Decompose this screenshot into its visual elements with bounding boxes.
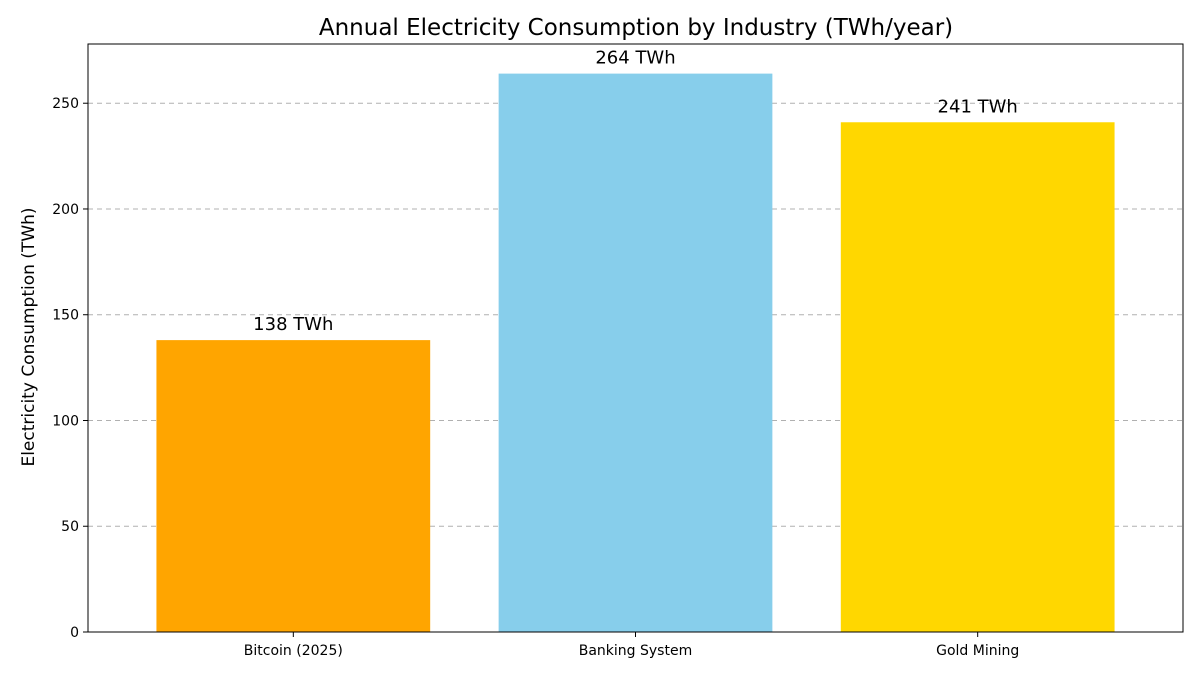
y-axis-ticks: 0 50 100 150 200 250 [52,96,88,641]
y-tick-label: 50 [61,519,79,535]
y-tick-label: 200 [52,202,79,218]
x-axis-ticks: Bitcoin (2025) Banking System Gold Mining [244,632,1019,659]
x-tick-label: Banking System [579,643,692,659]
y-tick-label: 0 [70,625,79,641]
data-labels: 138 TWh 264 TWh 241 TWh [253,48,1018,336]
data-label: 264 TWh [595,48,675,69]
y-tick-label: 150 [52,308,79,324]
x-tick-label: Bitcoin (2025) [244,643,343,659]
bars [156,73,1115,632]
bar [840,122,1115,632]
bar [498,73,773,632]
chart-title: Annual Electricity Consumption by Indust… [319,15,953,41]
data-label: 241 TWh [938,96,1018,117]
bar [156,340,431,632]
x-tick-label: Gold Mining [936,643,1019,659]
y-tick-label: 100 [52,413,79,429]
y-axis-label: Electricity Consumption (TWh) [19,207,39,466]
y-tick-label: 250 [52,96,79,112]
data-label: 138 TWh [253,314,333,335]
